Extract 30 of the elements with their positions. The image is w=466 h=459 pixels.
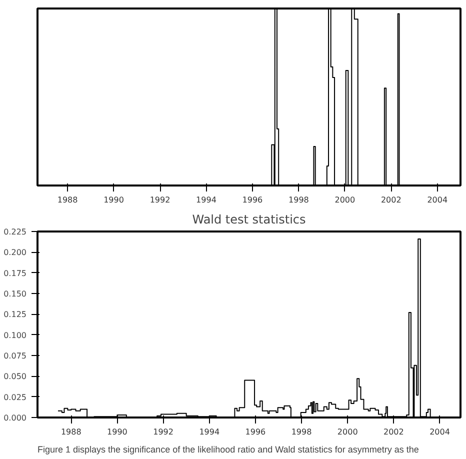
x-tick-label: 1990 [107,428,128,436]
y-tick-label: 0.150 [4,290,27,298]
x-tick-label: 1988 [60,428,82,436]
caption: Figure 1 displays the significance of the likelihood ratio and Wald statistics for asymmetry as the [38,444,419,454]
x-tick-label: 2000 [334,196,356,204]
y-tick-label: 0.100 [4,330,27,340]
x-tick-label: 2004 [427,196,448,204]
x-tick-label: 2000 [337,428,358,436]
x-tick-label: 1992 [153,428,174,436]
y-tick-label: 0.025 [4,392,27,402]
y-tick-label: 0.225 [4,228,27,236]
y-tick-label: 0.175 [4,268,27,278]
x-tick-label: 1988 [57,196,78,204]
x-tick-label: 1994 [199,428,220,436]
x-tick-label: 1996 [242,196,263,204]
x-tick-label: 1996 [245,428,266,436]
x-tick-label: 2002 [380,196,402,204]
x-tick-label: 2002 [384,428,404,436]
y-tick-label: 0.050 [4,372,27,382]
x-tick-label: 1998 [291,428,312,436]
chart-title: Wald test statistics [192,212,306,226]
y-tick-label: 0.000 [4,414,27,422]
y-tick-label: 0.200 [4,248,27,258]
x-tick-label: 2004 [430,428,450,436]
x-tick-label: 1998 [288,196,309,204]
x-tick-label: 1992 [150,196,170,204]
x-tick-label: 1994 [196,196,216,204]
y-tick-label: 0.075 [4,352,27,360]
x-tick-label: 1990 [104,196,124,204]
y-tick-label: 0.125 [4,310,27,320]
